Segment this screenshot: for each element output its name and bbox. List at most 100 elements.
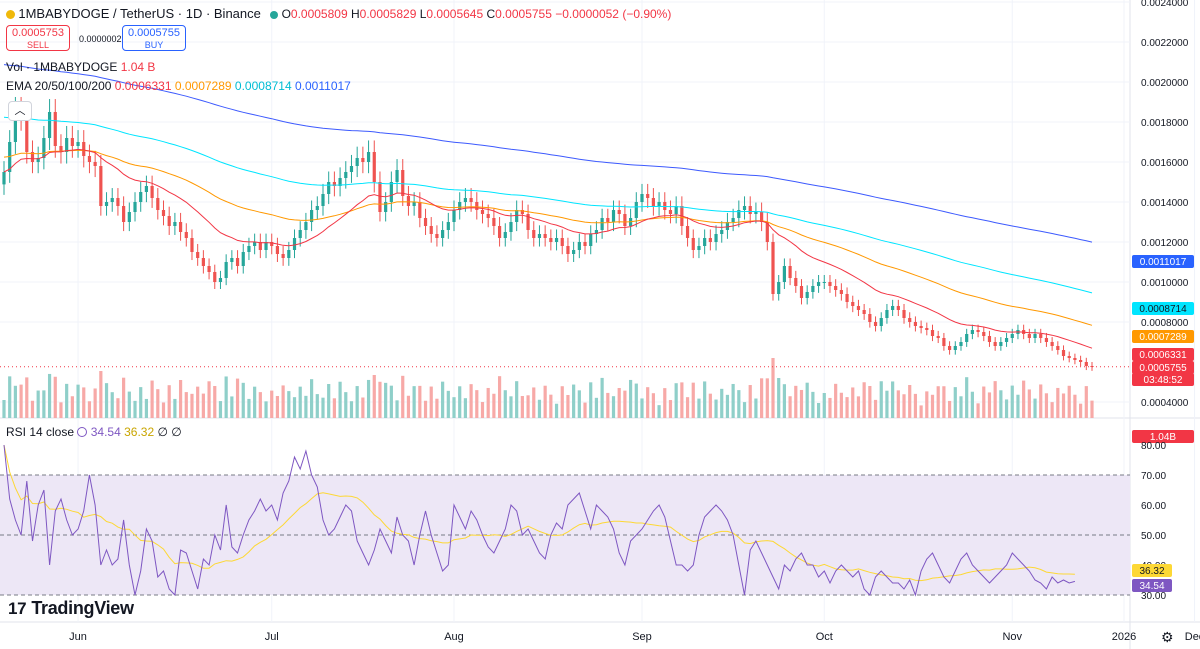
volume-bar <box>936 386 940 418</box>
price-badge-bg <box>1132 348 1194 361</box>
candle-body <box>1056 346 1060 350</box>
buy-button[interactable]: 0.0005755 BUY <box>122 25 186 51</box>
rsi-legend[interactable]: RSI 14 close 34.54 36.32 ∅ ∅ <box>6 425 182 439</box>
volume-bar <box>127 391 131 418</box>
volume-bar <box>520 396 524 418</box>
candle-body <box>230 258 234 262</box>
candle-body <box>463 198 468 202</box>
volume-bar <box>549 394 553 418</box>
volume-bar <box>8 376 12 418</box>
rsi-settings-icon[interactable] <box>77 427 88 437</box>
tradingview-logo[interactable]: 17 TradingView <box>8 598 134 619</box>
price-badge-bg <box>1132 361 1194 374</box>
volume-bar <box>241 382 245 418</box>
rsi-badge: 36.32 <box>1132 564 1172 577</box>
candle-body <box>315 206 319 210</box>
candle-body <box>247 246 251 252</box>
volume-bar <box>999 390 1003 418</box>
high-value: 0.0005829 <box>359 7 417 21</box>
sell-label: SELL <box>26 40 50 50</box>
candle-body <box>406 196 411 206</box>
volume-bar <box>59 402 63 418</box>
candle-body <box>1010 334 1014 338</box>
candle-body <box>304 222 308 230</box>
candle-body <box>287 250 291 258</box>
volume-bar <box>799 389 804 418</box>
rsi-value: 34.54 <box>90 425 121 439</box>
volume-bar <box>87 401 92 418</box>
volume-bar <box>1090 400 1094 418</box>
candle-body <box>321 194 325 206</box>
candle-body <box>987 336 992 342</box>
candle-body <box>896 306 900 310</box>
volume-bar <box>851 387 855 418</box>
candle-body <box>691 238 695 250</box>
candle-body <box>657 202 661 206</box>
volume-bar <box>657 405 661 418</box>
candle-body <box>509 222 513 232</box>
candle-body <box>782 266 786 282</box>
volume-bar <box>310 379 314 418</box>
volume-bar <box>532 387 536 418</box>
candle-body <box>349 166 354 172</box>
sell-button[interactable]: 0.0005753 SELL <box>6 25 70 51</box>
volume-bar <box>1067 385 1071 418</box>
ema-legend[interactable]: EMA 20/50/100/200 0.0006331 0.0007289 0.… <box>6 79 351 93</box>
candle-body <box>486 214 490 218</box>
volume-bar <box>349 401 354 418</box>
candle-body <box>435 234 439 238</box>
time-tick-label: Jul <box>265 631 279 643</box>
candle-body <box>970 330 974 334</box>
volume-bar <box>122 377 126 418</box>
candle-body <box>492 218 496 226</box>
volume-bar <box>463 398 468 418</box>
candle-body <box>965 334 969 342</box>
candle-body <box>851 302 855 306</box>
volume-bar <box>725 394 730 418</box>
symbol-title[interactable]: 1MBABYDOGE / TetherUS · 1D · Binance <box>18 6 261 21</box>
settings-icon[interactable]: ⚙ <box>1161 629 1174 645</box>
rsi-label: RSI 14 close <box>6 425 75 439</box>
candle-body <box>771 242 775 294</box>
volume-bar <box>970 391 974 418</box>
time-tick-label: Oct <box>816 631 833 643</box>
rsi-tick-label: 60.00 <box>1141 501 1166 512</box>
volume-bar <box>76 384 80 418</box>
volume-bar <box>873 399 878 418</box>
volume-bar <box>1044 393 1049 418</box>
volume-legend[interactable]: Vol · 1MBABYDOGE 1.04 B <box>6 60 155 74</box>
volume-bar <box>543 385 547 418</box>
volume-bar <box>247 398 251 418</box>
volume-bar <box>253 386 257 418</box>
volume-bar <box>503 390 507 418</box>
volume-bar <box>611 396 616 418</box>
candle-body <box>868 314 872 322</box>
volume-bar <box>25 377 29 418</box>
volume-bar <box>497 376 502 418</box>
ema100-line <box>3 116 1093 294</box>
low-value: 0.0005645 <box>426 7 484 21</box>
volume-bar <box>401 375 405 418</box>
rsi-badge-text: 36.32 <box>1139 566 1164 577</box>
chevron-up-icon[interactable]: ︿ <box>8 101 32 121</box>
volume-bar <box>133 400 137 418</box>
volume-bar <box>674 383 678 418</box>
candle-body <box>1044 338 1049 342</box>
candle-body <box>805 292 809 298</box>
candle-body <box>834 286 838 290</box>
candle-body <box>794 278 798 286</box>
volume-bar <box>714 399 718 418</box>
volume-bar <box>167 385 171 418</box>
candle-body <box>497 226 502 238</box>
volume-bar <box>515 381 519 418</box>
candle-body <box>156 198 160 210</box>
volume-bar <box>139 387 143 418</box>
candle-body <box>822 282 826 283</box>
volume-bar <box>987 392 992 418</box>
candle-body <box>651 198 655 206</box>
volume-bar <box>640 398 644 418</box>
open-label: O <box>281 7 291 21</box>
volume-bar <box>1039 384 1043 418</box>
candle-body <box>65 138 69 152</box>
